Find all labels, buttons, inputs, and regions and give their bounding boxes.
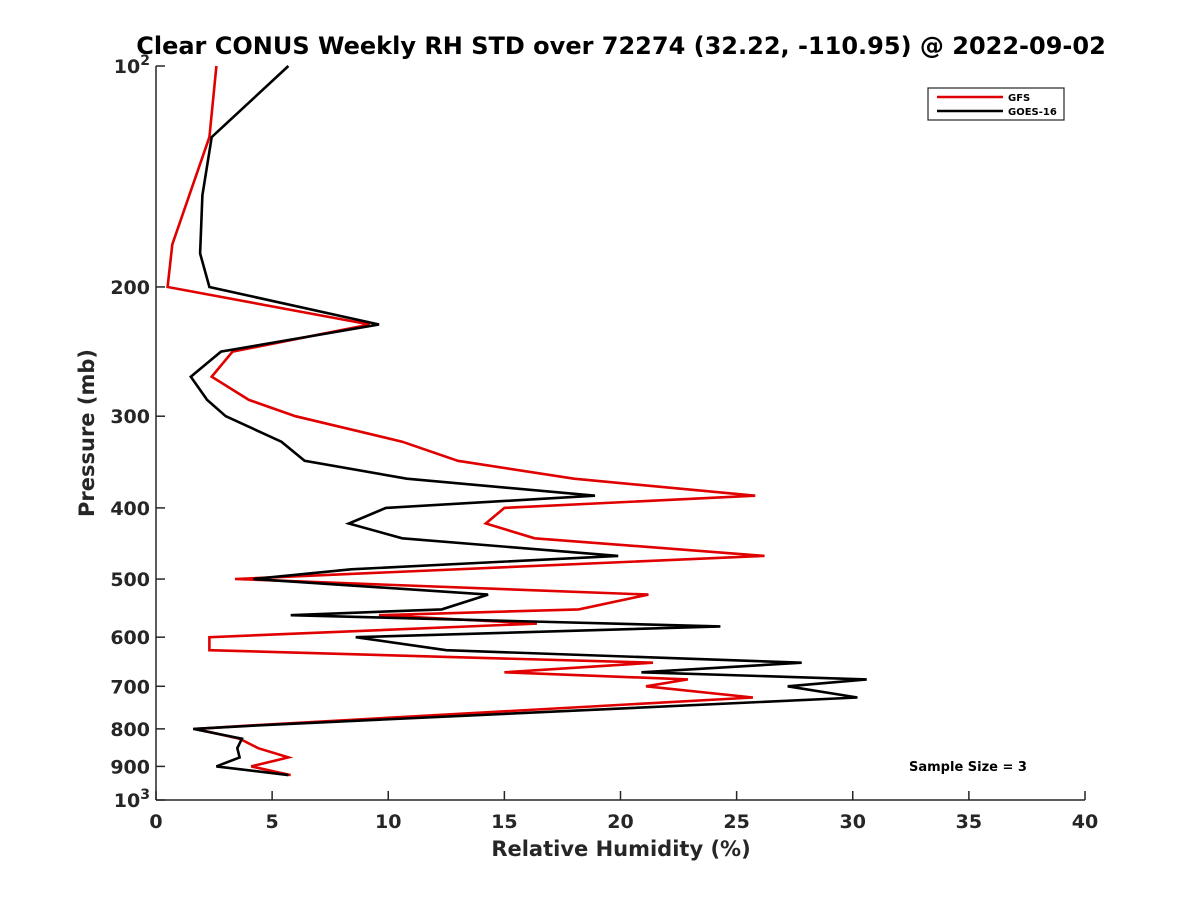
- y-tick-label-5: 600: [110, 627, 150, 649]
- y-tick-label-3: 400: [110, 498, 150, 520]
- x-axis-ticks: 0 5 10 15 20 25 30 35 40: [149, 791, 1098, 833]
- x-tick-label-6: 30: [840, 811, 866, 833]
- y-tick-label-4: 500: [110, 569, 150, 591]
- x-axis-label: Relative Humidity (%): [491, 837, 750, 861]
- x-tick-label-0: 0: [149, 811, 162, 833]
- x-tick-label-3: 15: [491, 811, 517, 833]
- y-tick-label-9: 103: [114, 787, 150, 812]
- legend-label-gfs: GFS: [1008, 93, 1030, 104]
- x-tick-label-2: 10: [375, 811, 401, 833]
- legend-box: [927, 87, 1065, 121]
- y-tick-label-2: 300: [110, 406, 150, 428]
- legend-label-goes16: GOES-16: [1008, 107, 1057, 118]
- x-tick-label-8: 40: [1072, 811, 1098, 833]
- y-tick-label-7: 800: [110, 719, 150, 741]
- y-axis-label: Pressure (mb): [75, 349, 99, 517]
- y-tick-label-0: 102: [114, 53, 150, 78]
- x-tick-label-7: 35: [956, 811, 982, 833]
- x-tick-label-5: 25: [723, 811, 749, 833]
- legend: GFS GOES-16: [927, 87, 1065, 121]
- series-line-gfs: [166, 65, 765, 777]
- series-line-goes-16: [189, 65, 867, 777]
- series-lines: [166, 65, 867, 777]
- y-tick-label-8: 900: [110, 756, 150, 778]
- chart-title: Clear CONUS Weekly RH STD over 72274 (32…: [136, 32, 1106, 60]
- x-tick-label-1: 5: [266, 811, 279, 833]
- x-tick-label-4: 20: [607, 811, 633, 833]
- sample-size-annotation: Sample Size = 3: [909, 760, 1027, 775]
- y-tick-label-1: 200: [110, 277, 150, 299]
- y-axis-ticks: 102 200 300 400 500 600 700 800 900 103: [110, 53, 165, 812]
- y-tick-label-6: 700: [110, 676, 150, 698]
